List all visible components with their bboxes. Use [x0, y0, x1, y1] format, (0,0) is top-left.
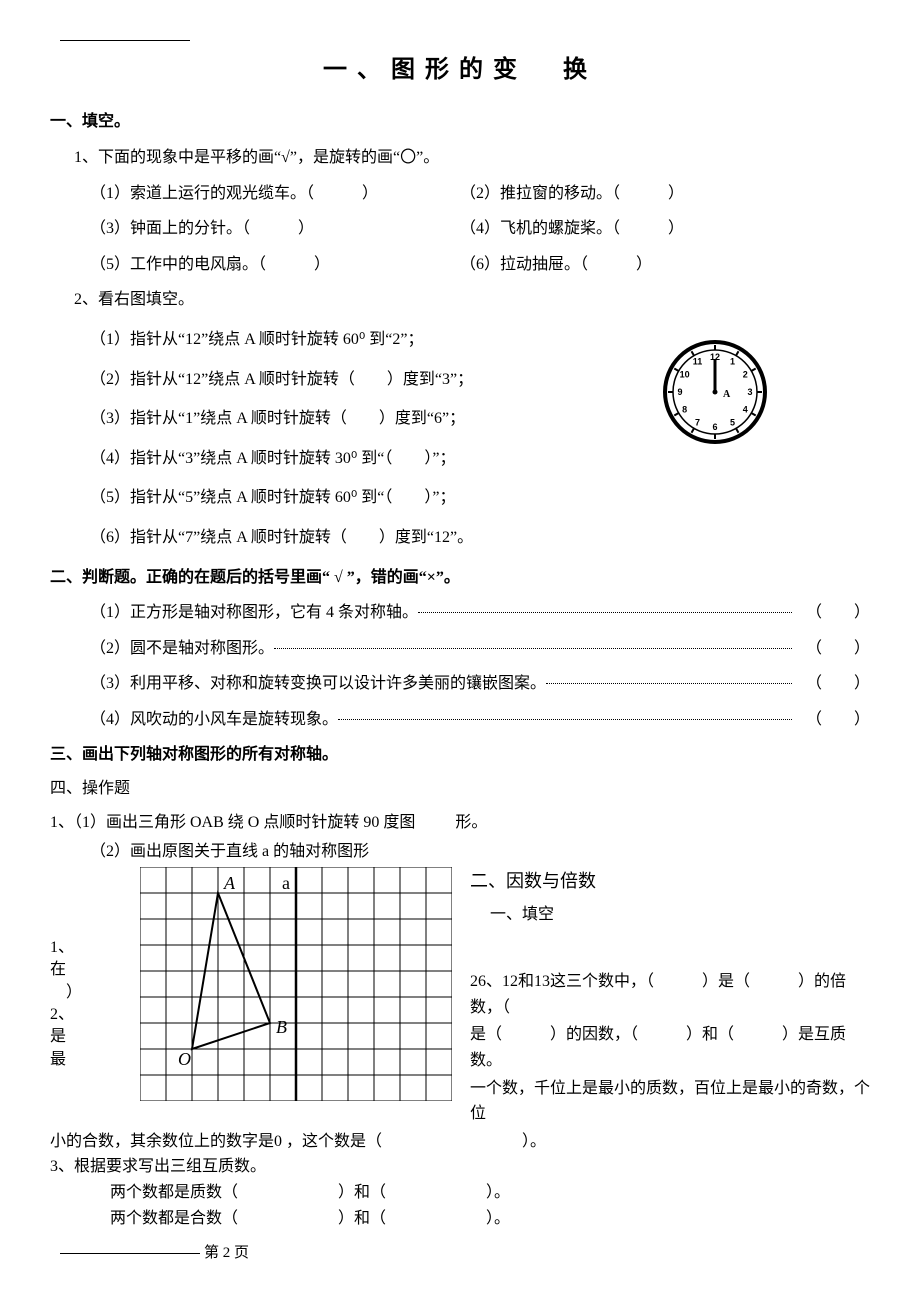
judge-dots: [418, 612, 792, 613]
tail-4: 两个数都是合数（ ）和（ ）。: [110, 1206, 870, 1232]
section1-head: 一、填空。: [50, 109, 870, 135]
tail-1: 小的合数，其余数位上的数字是0 ，这个数是（ ）。: [50, 1129, 870, 1155]
svg-text:a: a: [282, 873, 290, 893]
page-footer: 第 2 页: [60, 1241, 870, 1265]
svg-text:A: A: [223, 873, 236, 893]
svg-text:4: 4: [743, 404, 748, 414]
svg-text:A: A: [723, 389, 731, 400]
ln-2c: 最: [50, 1049, 80, 1071]
judge-2: （2）圆不是轴对称图形。 （ ）: [90, 636, 870, 662]
ln-2a: 2、: [50, 1004, 80, 1026]
svg-text:9: 9: [677, 387, 682, 397]
q1-1: （1）索道上运行的观光缆车。（ ）: [90, 181, 460, 207]
svg-text:O: O: [178, 1049, 191, 1069]
section3-head: 三、画出下列轴对称图形的所有对称轴。: [50, 742, 870, 768]
judge-dots: [338, 719, 792, 720]
ln-1b: 在: [50, 959, 80, 981]
q1-6: （6）拉动抽屉。（ ）: [460, 252, 840, 278]
q1-row-1: （1）索道上运行的观光缆车。（ ） （2）推拉窗的移动。（ ）: [90, 181, 870, 207]
q1-5: （5）工作中的电风扇。（ ）: [90, 252, 460, 278]
judge-1: （1）正方形是轴对称图形，它有 4 条对称轴。 （ ）: [90, 600, 870, 626]
q1-row-2: （3）钟面上的分针。（ ） （4）飞机的螺旋桨。（ ）: [90, 216, 870, 242]
svg-text:10: 10: [680, 369, 690, 379]
q4-1a: 1、（1）画出三角形 OAB 绕 O 点顺时针旋转 90 度图 形。: [50, 810, 870, 836]
svg-text:2: 2: [743, 369, 748, 379]
chapter2-sub: 一、填空: [490, 902, 870, 928]
q2-4: （4）指针从“3”绕点 A 顺时针旋转 30⁰ 到“（ ）”；: [90, 446, 870, 472]
chapter2-title: 二、因数与倍数: [470, 867, 870, 896]
ch2-l2: 是（ ）的因数，（ ）和（ ）是互质数。: [470, 1022, 870, 1073]
clock-icon: 121234567891011 A: [660, 337, 770, 447]
footer-text: 第 2 页: [204, 1245, 249, 1261]
title-prefix: 一、图形的变: [323, 57, 527, 83]
judge-4-paren: （ ）: [798, 707, 870, 733]
grid-flow-wrap: 1、 在 ） 2、 是 最 A B Oa 二、因数与倍数 一、填空 26、12和13…: [50, 867, 870, 1129]
svg-text:7: 7: [695, 417, 700, 427]
top-rule: [60, 40, 190, 41]
judge-4: （4）风吹动的小风车是旋转现象。 （ ）: [90, 707, 870, 733]
chapter2-block: 二、因数与倍数 一、填空 26、12和13这三个数中，（ ）是（ ）的倍数，（ …: [470, 867, 870, 1129]
tail-1-end: ）。: [522, 1133, 546, 1150]
tail-3b: ）和（: [338, 1184, 386, 1201]
page-title: 一、图形的变 换: [50, 51, 870, 89]
tail-4b: ）和（: [338, 1210, 386, 1227]
judge-2-paren: （ ）: [798, 636, 870, 662]
svg-text:5: 5: [730, 417, 735, 427]
ln-1a: 1、: [50, 937, 80, 959]
grid-diagram: A B Oa: [140, 867, 452, 1129]
q2-prompt: 2、看右图填空。: [74, 287, 870, 313]
svg-text:6: 6: [712, 422, 717, 432]
tail-1-text: 小的合数，其余数位上的数字是0 ，这个数是（: [50, 1133, 382, 1150]
judge-dots: [274, 648, 792, 649]
tail-3: 两个数都是质数（ ）和（ ）。: [110, 1180, 870, 1206]
spacer: [470, 937, 870, 967]
judge-3-text: （3）利用平移、对称和旋转变换可以设计许多美丽的镶嵌图案。: [90, 671, 546, 697]
svg-text:3: 3: [747, 387, 752, 397]
tail-3a: 两个数都是质数（: [110, 1184, 238, 1201]
judge-1-text: （1）正方形是轴对称图形，它有 4 条对称轴。: [90, 600, 418, 626]
q2-5: （5）指针从“5”绕点 A 顺时针旋转 60⁰ 到“（ ）”；: [90, 485, 870, 511]
tail-3c: ）。: [486, 1184, 510, 1201]
ch2-l3: 一个数，千位上是最小的质数，百位上是最小的奇数，个位: [470, 1076, 870, 1127]
q1-row-3: （5）工作中的电风扇。（ ） （6）拉动抽屉。（ ）: [90, 252, 870, 278]
judge-3: （3）利用平移、对称和旋转变换可以设计许多美丽的镶嵌图案。 （ ）: [90, 671, 870, 697]
judge-1-paren: （ ）: [798, 600, 870, 626]
title-suffix: 换: [563, 57, 597, 83]
section4-head: 四、操作题: [50, 776, 870, 802]
tail-2: 3、根据要求写出三组互质数。: [50, 1154, 870, 1180]
tail-4c: ）。: [486, 1210, 510, 1227]
ln-1c: ）: [50, 982, 80, 1004]
svg-text:8: 8: [682, 404, 687, 414]
footer-rule: [60, 1253, 200, 1254]
q2-6: （6）指针从“7”绕点 A 顺时针旋转（ ）度到“12”。: [90, 525, 870, 551]
svg-text:1: 1: [730, 357, 735, 367]
left-notes: 1、 在 ） 2、 是 最: [50, 867, 80, 1129]
tail-4a: 两个数都是合数（: [110, 1210, 238, 1227]
svg-text:B: B: [276, 1017, 287, 1037]
q4-1a-text: 1、（1）画出三角形 OAB 绕 O 点顺时针旋转 90 度图: [50, 814, 415, 831]
q1-4: （4）飞机的螺旋桨。（ ）: [460, 216, 840, 242]
ch2-l1: 26、12和13这三个数中，（ ）是（ ）的倍数，（: [470, 969, 870, 1020]
q1-prompt: 1、下面的现象中是平移的画“√”，是旋转的画“〇”。: [74, 145, 870, 171]
judge-3-paren: （ ）: [798, 671, 870, 697]
judge-2-text: （2）圆不是轴对称图形。: [90, 636, 274, 662]
q1-2: （2）推拉窗的移动。（ ）: [460, 181, 840, 207]
ln-2b: 是: [50, 1026, 80, 1048]
q2-block: 121234567891011 A （1）指针从“12”绕点 A 顺时针旋转 6…: [50, 327, 870, 551]
svg-text:11: 11: [693, 357, 703, 367]
section2-head: 二、判断题。正确的在题后的括号里画“ √ ”，错的画“×”。: [50, 565, 870, 591]
q4-1b: （2）画出原图关于直线 a 的轴对称图形: [90, 839, 870, 865]
q4-1a-tail: 形。: [455, 814, 487, 831]
judge-4-text: （4）风吹动的小风车是旋转现象。: [90, 707, 338, 733]
grid-svg: A B Oa: [140, 867, 452, 1101]
judge-dots: [546, 683, 792, 684]
q1-3: （3）钟面上的分针。（ ）: [90, 216, 460, 242]
